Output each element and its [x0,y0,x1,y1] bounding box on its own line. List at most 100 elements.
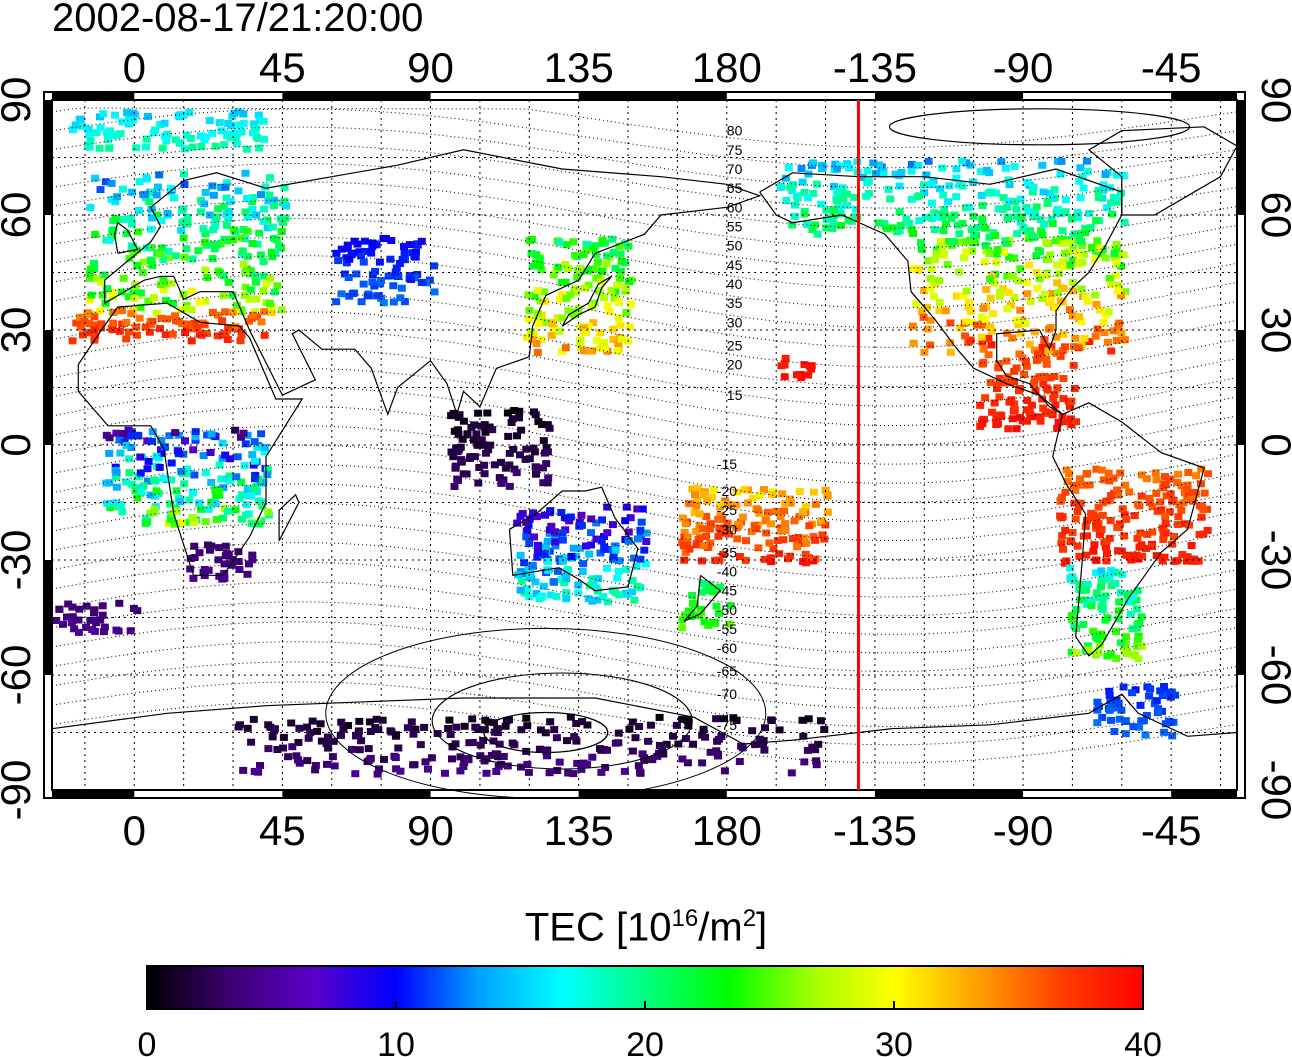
tec-cell [480,757,489,765]
tec-cell [981,394,990,402]
tec-cell [448,755,456,763]
tec-cell [536,726,545,734]
tec-cell [1137,471,1146,479]
tec-cell [1069,343,1078,351]
tec-cell [808,226,817,234]
tec-cell [699,525,708,533]
tec-region-new-zealand [678,580,735,632]
tec-cell [1078,241,1087,249]
tec-region-indonesia [447,407,554,490]
tec-cell [719,550,728,558]
tec-cell [1184,490,1193,498]
tec-cell [571,251,579,259]
tec-cell [1021,358,1030,366]
tec-cell [1030,375,1039,383]
tec-cell [392,731,401,739]
tec-cell [203,274,212,281]
tec-cell [1093,706,1102,714]
tec-cell [1028,232,1037,240]
tec-cell [127,310,136,318]
tec-cell [1058,227,1067,235]
contour-label: -45 [717,583,737,599]
colorbar-tick-label: 30 [875,1026,913,1057]
tec-cell [1083,516,1091,524]
tec-cell [626,300,635,308]
tec-cell [167,279,176,287]
x-tick-label-top: 0 [123,44,146,91]
tec-cell [1121,730,1130,738]
tec-cell [726,602,735,610]
tec-cell [265,300,274,307]
tec-cell [1102,557,1111,565]
tec-cell [764,508,772,516]
tec-cell [1097,526,1106,533]
tec-cell [215,461,224,469]
tec-cell [1115,715,1124,723]
tec-cell [153,309,161,317]
tec-cell [544,557,553,565]
tec-cell [516,551,525,559]
tec-cell [144,457,153,465]
tec-cell [250,120,259,128]
tec-cell [188,514,197,522]
tec-cell [947,241,956,249]
colorbar: 0 10 20 30 40 [138,965,1162,1057]
tec-cell [208,255,217,263]
tec-cell [1076,596,1085,604]
tec-cell [614,729,623,737]
tec-cell [915,217,924,225]
tec-cell [85,130,94,138]
tec-cell [1129,593,1138,601]
tec-cell [802,539,811,547]
tec-cell [162,297,170,305]
tec-cell [738,513,747,521]
tec-cell [257,430,266,438]
tec-cell [146,225,155,233]
tec-cell [1004,379,1013,387]
tec-cell [238,247,247,255]
tec-cell [1077,318,1086,326]
tec-cell [72,319,81,327]
tec-region-japan-china [522,235,636,356]
tec-cell [468,739,477,746]
tec-cell [200,238,209,246]
y-tick-label-right: 90 [1253,77,1292,124]
tec-cell [532,470,540,478]
tec-cell [352,270,361,278]
x-tick-label-bottom: -45 [1141,807,1202,854]
tec-cell [958,182,967,190]
tec-cell [575,544,584,552]
tec-cell [678,616,687,624]
tec-cell [522,518,531,526]
tec-cell [1053,384,1062,392]
tec-cell [153,211,162,219]
tec-cell [117,288,126,296]
tec-cell [258,502,267,510]
tec-cell [287,719,296,727]
tec-cell [1171,691,1180,699]
tec-cell [962,248,970,256]
tec-cell [231,134,240,142]
tec-cell [597,768,606,776]
tec-cell [540,449,549,457]
tec-cell [1073,508,1082,516]
tec-cell [232,301,241,309]
tec-cell [522,445,531,453]
tec-cell [90,259,98,267]
tec-cell [200,200,209,208]
tec-cell [1066,261,1075,269]
tec-cell [926,285,935,293]
tec-cell [1192,472,1201,480]
tec-cell [1132,551,1141,559]
tec-cell [220,235,229,243]
tec-cell [1133,643,1142,651]
tec-cell [978,202,987,209]
tec-cell [256,251,265,259]
tec-cell [480,461,489,469]
tec-cell [1093,719,1102,727]
tec-cell [533,349,542,356]
tec-cell [246,270,255,278]
tec-cell [583,267,592,275]
tec-cell [494,753,502,761]
tec-cell [75,605,84,613]
